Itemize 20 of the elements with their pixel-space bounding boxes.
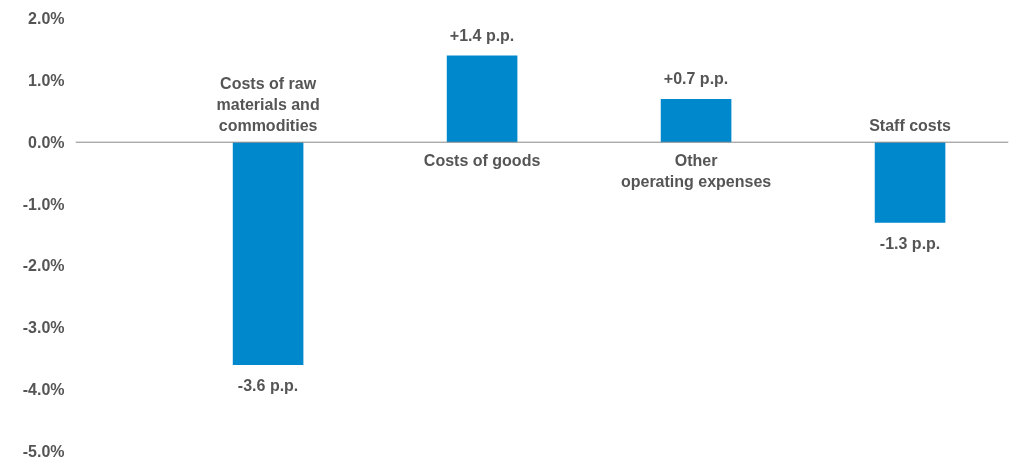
y-tick-label: 0.0% [28, 133, 65, 151]
y-tick-label: -1.0% [22, 195, 65, 213]
data-label: +1.4 p.p. [449, 26, 515, 44]
bar [660, 98, 732, 143]
x-tick-label: Costs of goods [423, 152, 541, 170]
bar [874, 142, 946, 223]
bar [232, 142, 304, 365]
data-label: -1.3 p.p. [879, 234, 941, 252]
y-tick-label: 1.0% [28, 71, 65, 89]
x-tick-label: Staff costs [869, 117, 952, 135]
y-tick-label: 2.0% [28, 10, 65, 27]
data-label: -3.6 p.p. [237, 376, 299, 394]
data-label: +0.7 p.p. [663, 69, 729, 87]
bar [446, 55, 518, 143]
x-tick-label: Costs of raw materials and commodities [216, 74, 320, 135]
y-tick-label: -2.0% [22, 257, 65, 275]
y-tick-label: -3.0% [22, 319, 65, 337]
y-tick-label: -4.0% [22, 381, 65, 399]
y-tick-label: -5.0% [22, 443, 65, 460]
x-tick-label: Other operating expenses [620, 152, 772, 191]
